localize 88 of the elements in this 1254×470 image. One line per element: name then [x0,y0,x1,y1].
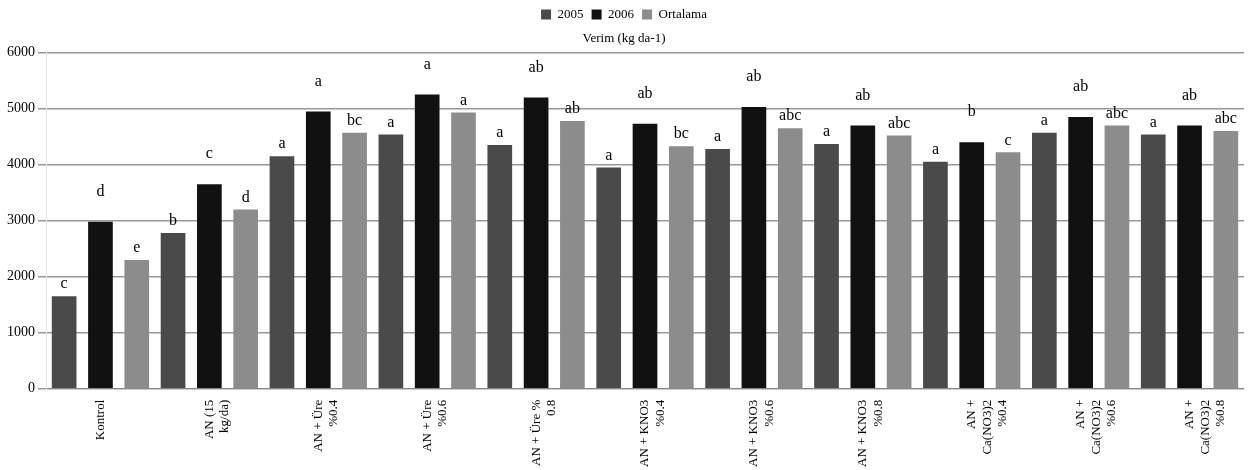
bar [668,146,694,388]
data-label: a [931,140,939,158]
bar [560,120,585,388]
y-tick-label: 6000 [7,44,35,60]
data-label: a [314,71,322,89]
data-label: a [822,122,831,140]
x-tick-label: AN + Ca(NO3)2 %0.8 [1180,399,1228,455]
data-label: ab [855,85,871,103]
data-label: a [423,54,431,72]
bar [995,152,1021,388]
x-tick-label: Kontrol [91,399,107,441]
bar [1177,125,1202,388]
bar [596,167,622,388]
bar [523,97,549,388]
bar [1140,134,1166,388]
x-tick-label: AN + Ca(NO3)2 %0.4 [963,399,1010,455]
data-label: ab [564,99,580,117]
bar [451,112,476,388]
bar [959,142,985,388]
x-tick-label: AN (15 kg/da) [200,399,232,440]
bar [342,132,367,388]
bar [886,135,912,388]
bar [51,296,77,388]
data-label: c [1004,130,1012,148]
bar [1031,132,1057,388]
data-label: abc [888,113,911,131]
y-tick-label: 1000 [7,324,35,340]
x-tick-label: AN + Ca(NO3)2 %0.6 [1072,399,1119,455]
data-label: bc [347,110,363,128]
bar [1104,125,1130,388]
data-label: b [169,211,178,229]
data-label: e [133,238,141,256]
bar [705,148,730,388]
data-label: abc [779,106,802,124]
bar [487,145,513,388]
bar [88,221,113,388]
bar [378,134,404,388]
data-label: ab [1181,85,1198,103]
data-label: ab [1073,77,1089,95]
x-tick-label: AN + KNO3 %0.8 [854,399,885,468]
data-label: ab [637,83,653,101]
bar [1068,117,1093,388]
y-tick-label: 0 [28,380,35,396]
bar [1213,131,1239,388]
legend-label: Ortalama [658,5,708,21]
bar [850,125,876,388]
data-label: d [241,187,250,205]
chart-title: Verim (kg da-1) [582,30,666,46]
data-label: c [205,144,213,162]
data-label: d [96,181,105,199]
x-tick-label: AN + Üre %0.4 [309,399,341,452]
x-tick-label: AN + KNO3 %0.4 [636,399,668,468]
y-tick-label: 5000 [7,100,35,116]
x-tick-label: AN + Üre % 0.8 [527,399,559,466]
bar [414,94,440,388]
data-label: a [278,134,286,152]
y-tick-label: 4000 [7,156,35,172]
bar [923,161,948,388]
y-tick-label: 2000 [7,268,35,284]
data-label: ab [528,57,544,75]
data-label: a [496,123,504,141]
data-label: b [967,102,976,120]
bar [814,143,839,388]
bar [233,209,259,388]
data-label: abc [1214,109,1237,127]
bar [305,111,331,388]
data-label: a [1040,110,1048,128]
x-tick-label: AN + KNO3 %0.6 [745,399,776,468]
legend-label: 2006 [608,5,635,21]
x-tick-label: AN + Üre %0.6 [418,399,450,452]
y-tick-label: 3000 [7,212,35,228]
bar [741,106,767,388]
data-label: a [459,90,468,108]
data-label: ab [746,67,762,85]
data-label: a [387,112,395,130]
bar [160,232,186,388]
data-label: bc [673,124,689,142]
data-label: a [1149,112,1157,130]
data-label: a [714,127,722,145]
bar [269,156,295,388]
data-label: c [60,274,68,292]
data-label: abc [1105,103,1129,121]
bar [197,184,222,388]
bar [777,128,803,388]
legend-label: 2005 [557,5,584,21]
bar [124,259,150,388]
data-label: a [605,145,613,163]
bar [632,123,658,388]
